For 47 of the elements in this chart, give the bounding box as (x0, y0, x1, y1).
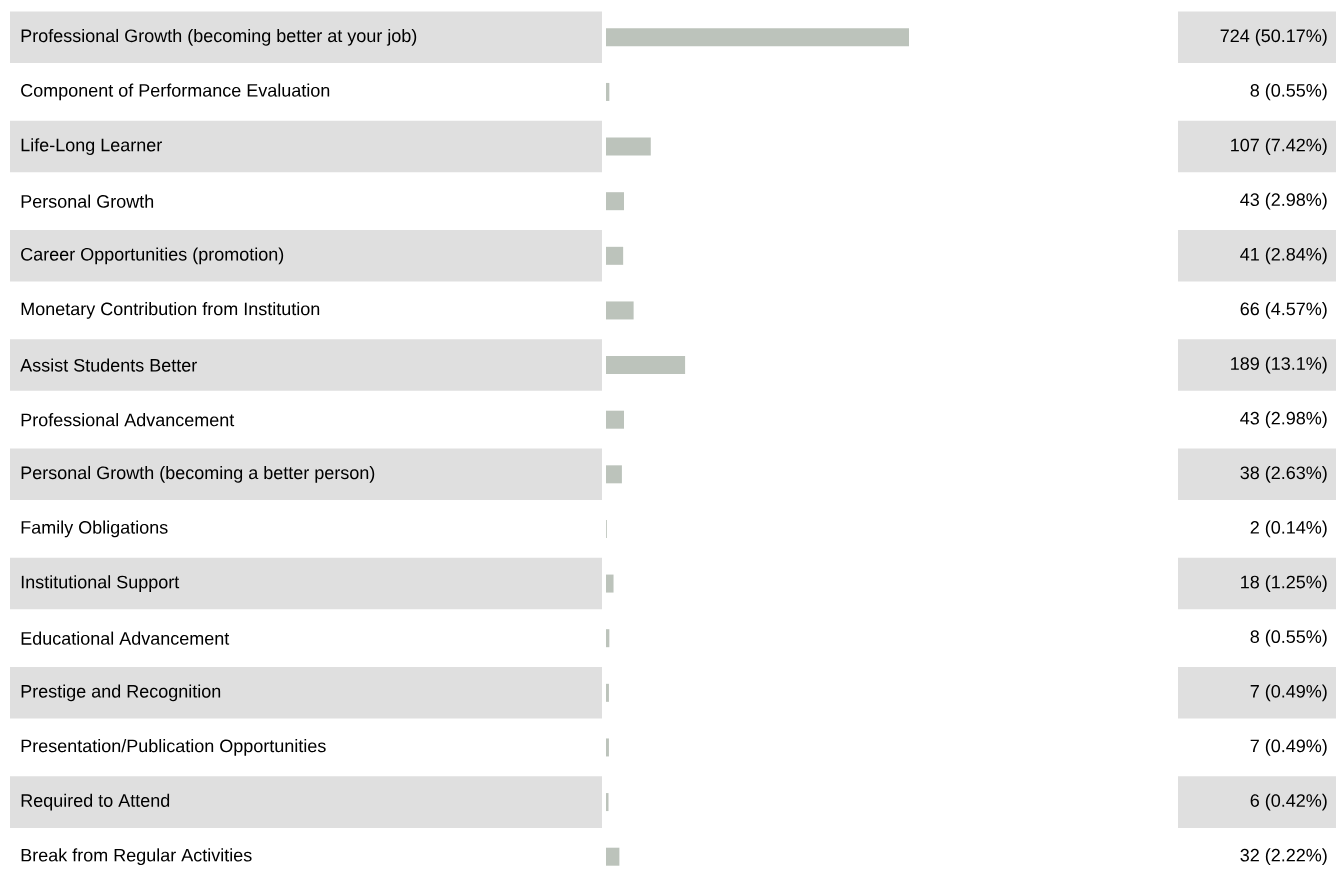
data-label: 43 (2.98%) (1240, 411, 1327, 429)
bar (606, 192, 624, 211)
data-label: 2 (0.14%) (1250, 520, 1327, 538)
y-tick-label: Life-Long Learner (21, 138, 162, 155)
data-label: 41 (2.84%) (1240, 247, 1327, 265)
bar (606, 465, 622, 484)
bar (606, 28, 909, 47)
y-tick-label: Career Opportunities (promotion) (21, 247, 284, 265)
data-label: 7 (0.49%) (1250, 739, 1327, 756)
data-label: 8 (0.55%) (1250, 629, 1327, 647)
bar (606, 246, 624, 265)
y-tick-label: Presentation/Publication Opportunities (21, 739, 326, 756)
y-tick-label: Prestige and Recognition (21, 684, 221, 702)
bar (606, 356, 686, 375)
data-label: 18 (1.25%) (1241, 575, 1327, 592)
data-label: 7 (0.49%) (1250, 684, 1327, 702)
y-tick-label: Professional Growth (becoming better at your job) (21, 28, 417, 46)
y-tick-label: Educational Advancement (21, 631, 230, 645)
bar (606, 574, 614, 593)
bar (606, 793, 609, 812)
data-label: 66 (4.57%) (1240, 302, 1327, 319)
data-label: 189 (13.1%) (1231, 356, 1327, 374)
y-tick-label: Personal Growth (21, 194, 154, 208)
bar (606, 847, 620, 866)
y-tick-label: Personal Growth (becoming a better person) (21, 465, 375, 483)
bar (606, 410, 624, 429)
bar (606, 629, 610, 648)
y-tick-label: Component of Performance Evaluation (21, 83, 330, 101)
data-label: 8 (0.55%) (1250, 83, 1327, 101)
bar (606, 137, 651, 156)
y-tick-label: Monetary Contribution from Institution (21, 302, 320, 319)
data-label: 38 (2.63%) (1240, 465, 1327, 483)
data-label: 43 (2.98%) (1240, 192, 1327, 210)
bar (606, 738, 609, 757)
y-tick-label: Institutional Support (21, 575, 180, 592)
y-tick-label: Family Obligations (21, 520, 168, 538)
data-label: 107 (7.42%) (1231, 138, 1327, 155)
data-label: 724 (50.17%) (1220, 28, 1327, 46)
data-label: 6 (0.42%) (1250, 793, 1327, 811)
y-tick-label: Required to Attend (21, 793, 170, 811)
y-tick-label: Break from Regular Activities (21, 848, 252, 866)
y-tick-label: Assist Students Better (20, 358, 197, 372)
data-label: 32 (2.22%) (1240, 848, 1327, 866)
bar (606, 82, 610, 101)
y-tick-label: Professional Advancement (21, 413, 235, 427)
bar (606, 683, 609, 702)
bar (606, 301, 634, 320)
